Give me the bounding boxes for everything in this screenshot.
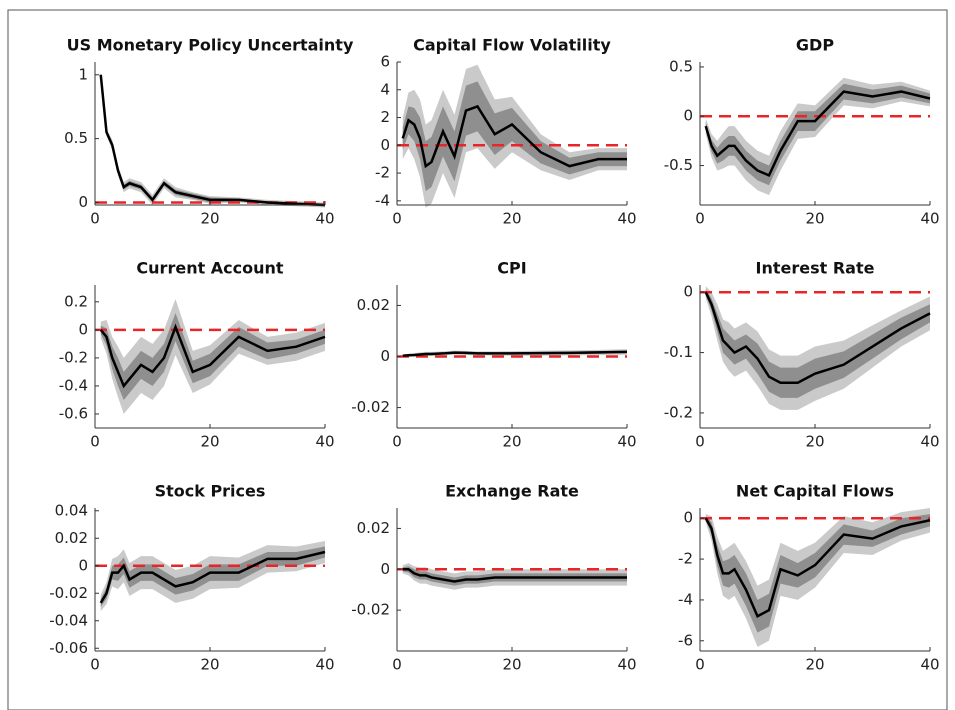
chart-title: US Monetary Policy Uncertainty <box>67 36 354 55</box>
chart-title: Stock Prices <box>155 482 266 501</box>
y-tick-label: 0 <box>683 107 693 125</box>
y-tick-label: -0.5 <box>664 156 693 174</box>
x-tick-label: 0 <box>695 656 705 674</box>
y-tick-label: -0.2 <box>59 348 88 366</box>
x-tick-label: 0 <box>90 433 100 451</box>
x-tick-label: 0 <box>90 210 100 228</box>
x-tick-label: 40 <box>617 433 636 451</box>
band <box>705 289 930 398</box>
y-tick-label: 0.04 <box>55 501 88 519</box>
y-tick-label: 0 <box>78 320 88 338</box>
y-tick-label: 1 <box>78 65 88 83</box>
y-tick-label: 2 <box>380 108 390 126</box>
y-tick-label: -0.6 <box>59 404 88 422</box>
y-tick-label: -0.04 <box>49 611 88 629</box>
y-tick-label: -0.02 <box>351 398 390 416</box>
chart-title: CPI <box>497 259 526 278</box>
x-tick-label: 40 <box>617 656 636 674</box>
x-tick-label: 40 <box>920 656 939 674</box>
x-tick-label: 20 <box>502 433 521 451</box>
y-tick-label: 0.02 <box>55 529 88 547</box>
median-line <box>704 90 931 178</box>
chart-title: Net Capital Flows <box>736 482 894 501</box>
x-tick-label: 20 <box>805 433 824 451</box>
x-tick-label: 0 <box>695 210 705 228</box>
y-tick-label: -0.02 <box>49 584 88 602</box>
band <box>100 313 325 400</box>
y-tick-label: -0.2 <box>664 403 693 421</box>
median-line <box>402 568 627 583</box>
y-tick-label: -0.4 <box>59 376 88 394</box>
y-tick-label: 0.2 <box>64 292 88 310</box>
y-tick-label: 0.5 <box>64 129 88 147</box>
median-line <box>99 323 326 389</box>
median-line <box>401 104 627 169</box>
x-tick-label: 40 <box>920 210 939 228</box>
x-tick-label: 40 <box>315 433 334 451</box>
x-tick-label: 20 <box>805 656 824 674</box>
x-tick-label: 20 <box>805 210 824 228</box>
y-tick-label: 0.5 <box>669 57 693 75</box>
x-tick-label: 40 <box>315 656 334 674</box>
band <box>100 546 325 607</box>
median-line <box>704 291 931 384</box>
median-line <box>402 350 628 357</box>
y-tick-label: 0 <box>380 560 390 578</box>
y-tick-label: -6 <box>678 631 693 649</box>
y-tick-label: 4 <box>380 80 390 98</box>
y-tick-label: 6 <box>380 53 390 71</box>
y-tick-label: -0.02 <box>351 601 390 619</box>
x-tick-label: 20 <box>502 210 521 228</box>
chart-title: Current Account <box>136 259 284 278</box>
x-tick-label: 40 <box>920 433 939 451</box>
x-tick-label: 0 <box>392 210 402 228</box>
chart-title: Interest Rate <box>756 259 875 278</box>
x-tick-label: 0 <box>90 656 100 674</box>
y-tick-label: -2 <box>678 550 693 568</box>
chart-title: Exchange Rate <box>445 482 579 501</box>
x-tick-label: 0 <box>695 433 705 451</box>
median-line <box>704 517 931 619</box>
x-tick-label: 20 <box>200 656 219 674</box>
median-line <box>99 74 326 207</box>
y-tick-label: -4 <box>375 191 390 209</box>
x-tick-label: 0 <box>392 433 402 451</box>
band <box>705 514 930 633</box>
x-tick-label: 40 <box>315 210 334 228</box>
x-tick-label: 20 <box>200 433 219 451</box>
y-tick-label: 0.02 <box>357 296 390 314</box>
y-tick-label: 0 <box>78 193 88 211</box>
y-tick-label: 0 <box>380 347 390 365</box>
chart-title: GDP <box>796 36 834 55</box>
chart-title: Capital Flow Volatility <box>413 36 611 55</box>
y-tick-label: -0.06 <box>49 639 88 657</box>
y-tick-label: -4 <box>678 590 693 608</box>
median-line <box>99 550 326 604</box>
x-tick-label: 40 <box>617 210 636 228</box>
y-tick-label: 0 <box>683 283 693 301</box>
band <box>402 81 627 192</box>
y-tick-label: 0 <box>78 556 88 574</box>
x-tick-label: 20 <box>502 656 521 674</box>
x-tick-label: 0 <box>392 656 402 674</box>
y-tick-label: -2 <box>375 164 390 182</box>
y-tick-label: 0 <box>380 136 390 154</box>
y-tick-label: 0 <box>683 509 693 527</box>
y-tick-label: 0.02 <box>357 519 390 537</box>
x-tick-label: 20 <box>200 210 219 228</box>
y-tick-label: -0.1 <box>664 343 693 361</box>
